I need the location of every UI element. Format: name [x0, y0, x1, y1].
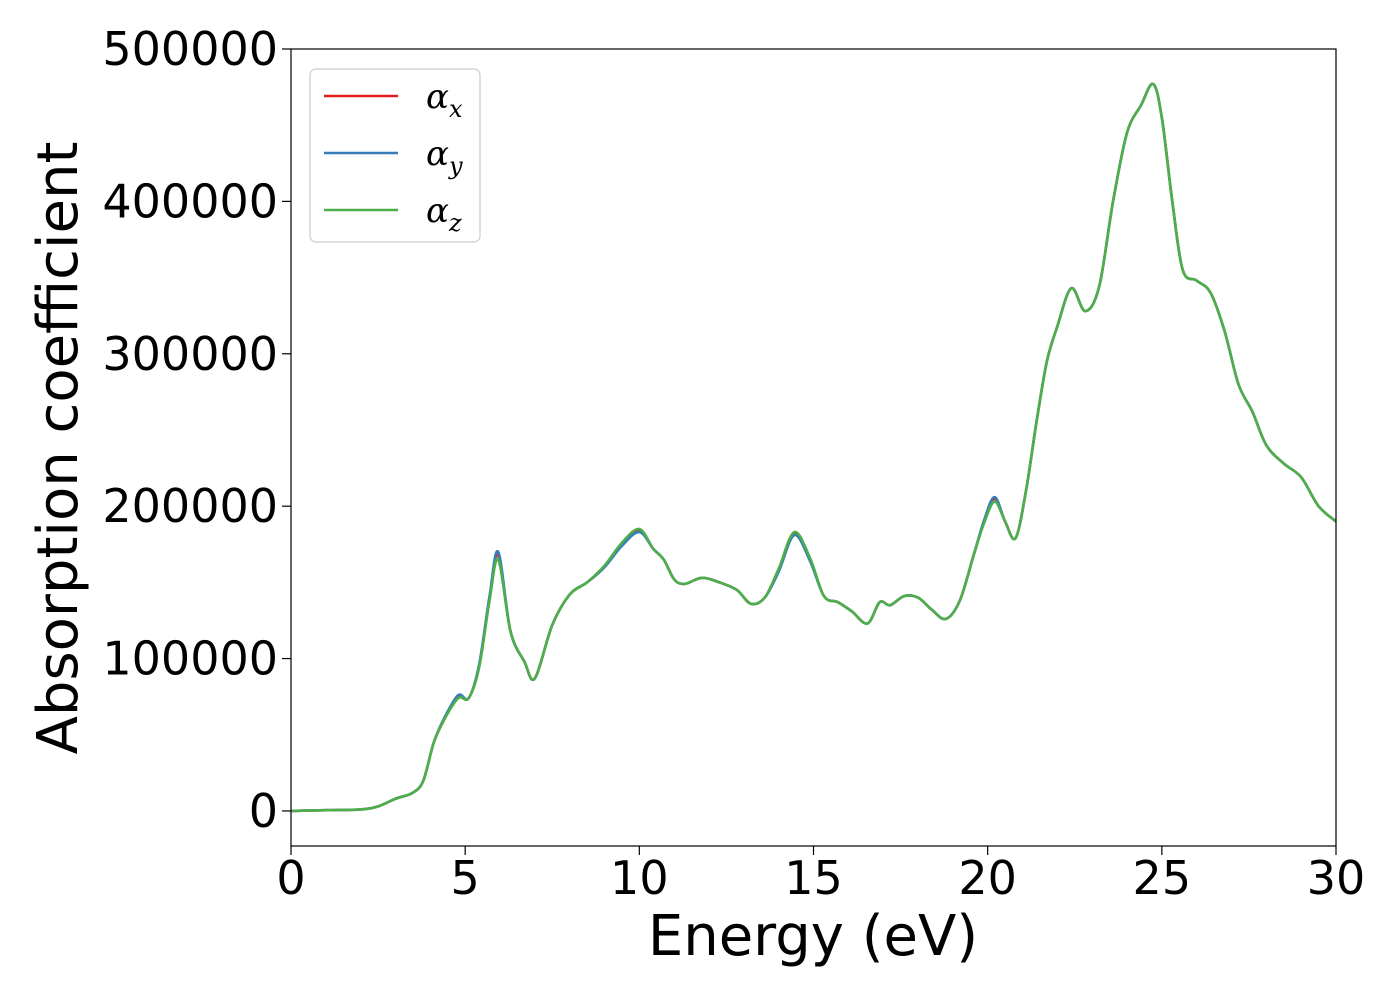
x-tick-label: 30: [1307, 851, 1366, 905]
y-tick-label: 300000: [102, 327, 278, 381]
y-axis-title: Absorption coefficient: [26, 142, 91, 755]
series-layer: [291, 82, 1336, 813]
y-tick-label: 500000: [102, 22, 278, 76]
x-tick-label: 15: [784, 851, 843, 905]
x-axis-title: Energy (eV): [648, 904, 978, 969]
series-line-z: [291, 82, 1336, 813]
legend-entry-label: αx: [426, 77, 463, 123]
legend-entry-label: αy: [426, 134, 463, 180]
x-axis: 0 5 10 15 20 25 30: [276, 846, 1365, 905]
y-axis: 0 100000 200000 300000 400000 500000: [102, 22, 291, 838]
legend-entry-label: αz: [426, 191, 462, 237]
x-tick-label: 10: [610, 851, 669, 905]
x-tick-label: 25: [1133, 851, 1192, 905]
y-tick-label: 0: [249, 784, 278, 838]
x-tick-label: 20: [958, 851, 1017, 905]
legend: αx αy αz: [309, 68, 481, 243]
y-tick-label: 200000: [102, 479, 278, 533]
legend-box: [309, 68, 481, 243]
y-tick-label: 100000: [102, 632, 278, 686]
y-tick-label: 400000: [102, 174, 278, 228]
x-tick-label: 0: [276, 851, 305, 905]
x-tick-label: 5: [451, 851, 480, 905]
